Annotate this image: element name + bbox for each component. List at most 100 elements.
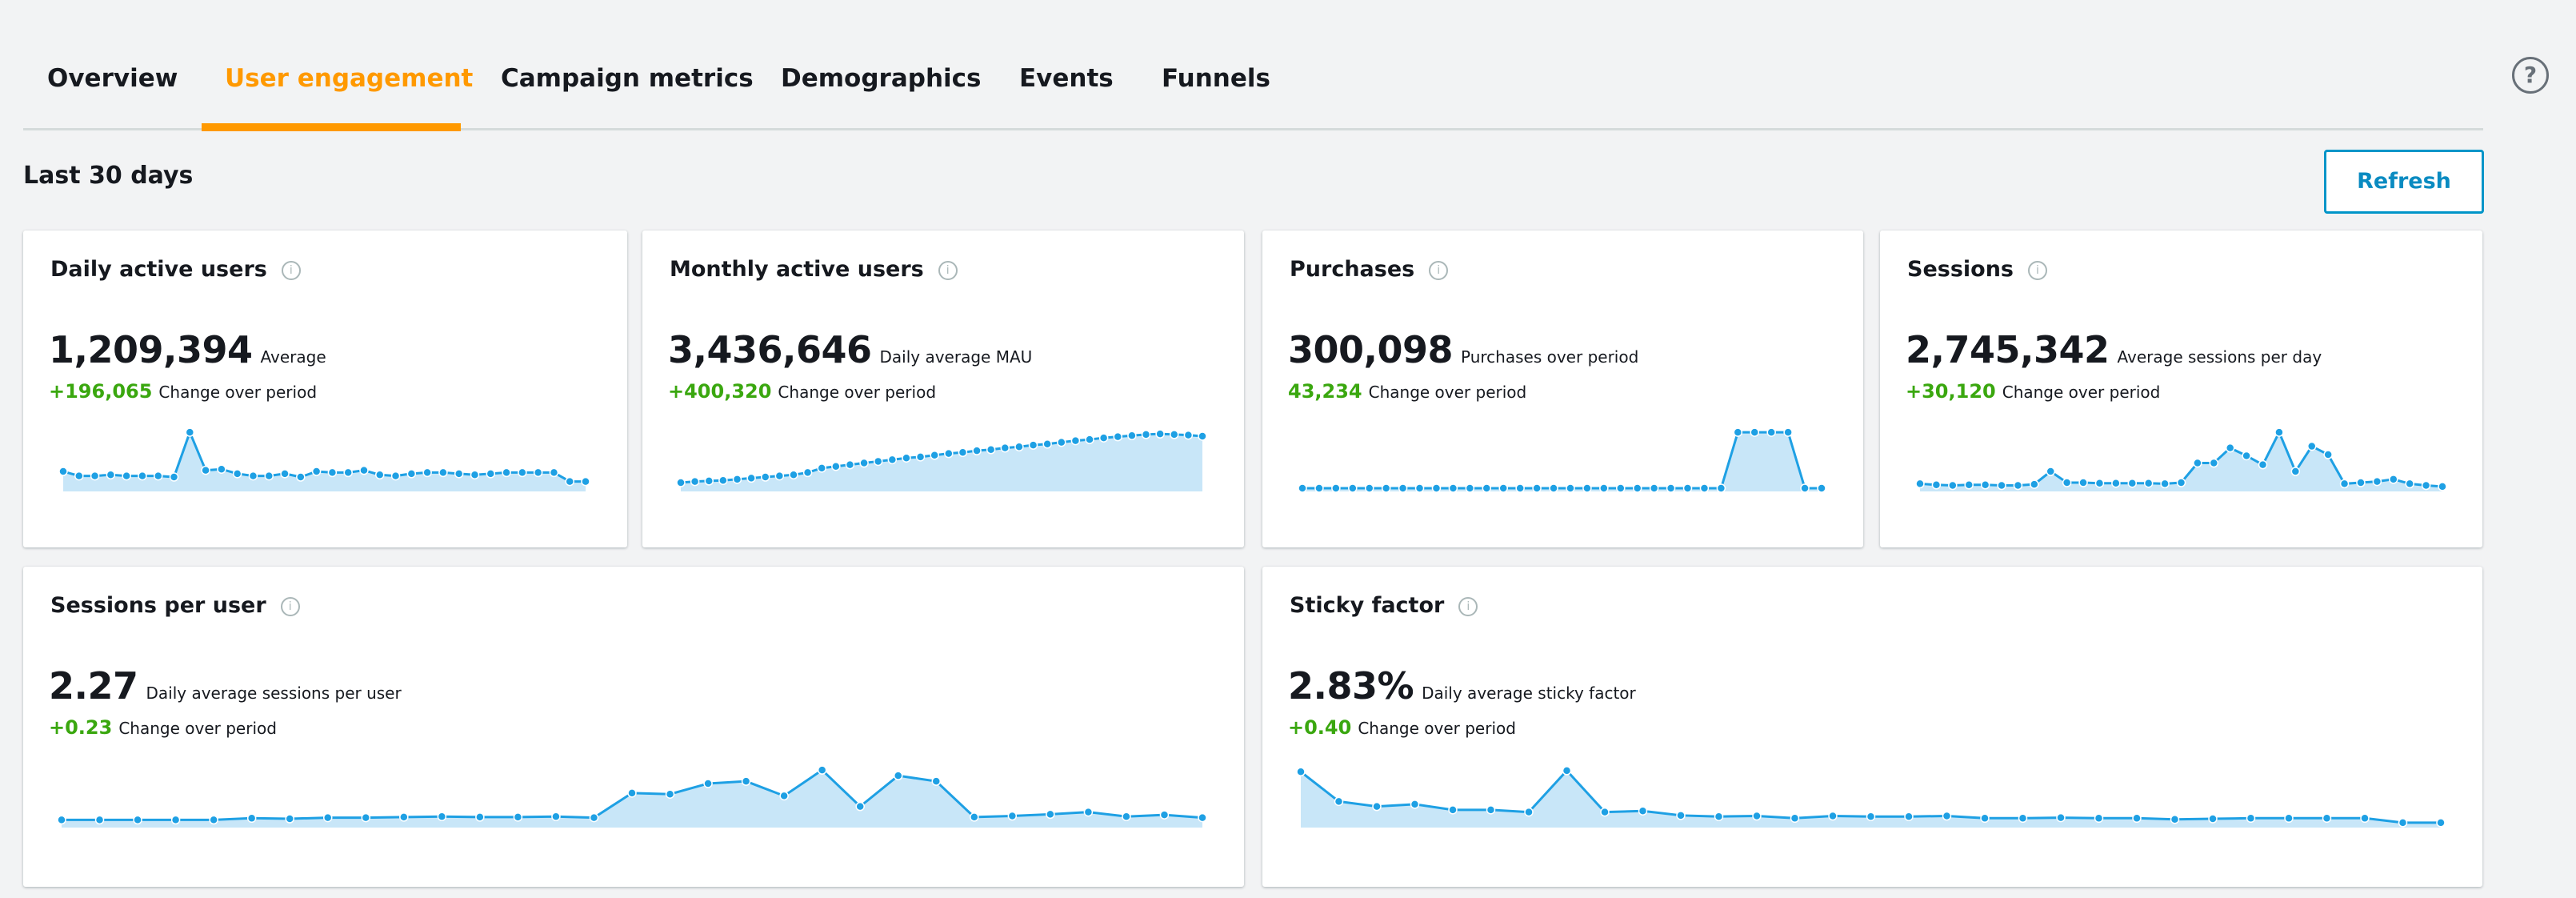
sparkline-point[interactable] — [58, 467, 68, 476]
sparkline-point[interactable] — [1699, 483, 1710, 493]
sparkline-point[interactable] — [1766, 427, 1776, 437]
sparkline-point[interactable] — [1582, 483, 1592, 493]
sparkline-point[interactable] — [1183, 430, 1194, 440]
sparkline-point[interactable] — [1783, 427, 1793, 437]
sparkline-point[interactable] — [930, 450, 939, 460]
tab-demographics[interactable]: Demographics — [781, 64, 982, 93]
sparkline-point[interactable] — [1486, 805, 1496, 815]
tab-overview[interactable]: Overview — [47, 64, 178, 93]
sparkline-point[interactable] — [513, 812, 523, 822]
sparkline-point[interactable] — [2356, 478, 2366, 487]
sparkline-point[interactable] — [533, 467, 543, 478]
sparkline-point[interactable] — [789, 470, 798, 479]
sparkline-point[interactable] — [627, 788, 637, 798]
sparkline-point[interactable] — [475, 812, 485, 822]
sparkline-point[interactable] — [2094, 813, 2104, 824]
sparkline-point[interactable] — [296, 472, 306, 482]
sparkline-point[interactable] — [2160, 479, 2170, 489]
sparkline-point[interactable] — [1532, 483, 1542, 493]
sparkline-point[interactable] — [2307, 441, 2317, 451]
sparkline-point[interactable] — [704, 476, 714, 486]
sparkline-point[interactable] — [438, 467, 448, 478]
sparkline-point[interactable] — [232, 469, 242, 479]
sparkline-point[interactable] — [2339, 479, 2350, 489]
sparkline-point[interactable] — [1381, 483, 1391, 493]
sparkline-point[interactable] — [399, 812, 409, 822]
sparkline-point[interactable] — [1398, 483, 1408, 493]
sparkline-point[interactable] — [1566, 483, 1575, 493]
sparkline-point[interactable] — [170, 815, 181, 825]
sparkline-point[interactable] — [2284, 813, 2294, 824]
sparkline-point[interactable] — [665, 789, 675, 799]
sparkline-point[interactable] — [1666, 483, 1676, 493]
sparkline-point[interactable] — [774, 471, 785, 481]
tab-events[interactable]: Events — [1019, 64, 1114, 93]
sparkline-point[interactable] — [201, 465, 210, 475]
sparkline-point[interactable] — [406, 469, 417, 479]
sparkline-point[interactable] — [2176, 478, 2186, 487]
sparkline-point[interactable] — [893, 771, 903, 780]
sparkline-point[interactable] — [2242, 451, 2251, 461]
sparkline-point[interactable] — [1790, 813, 1800, 824]
sparkline-point[interactable] — [1042, 439, 1052, 449]
sparkline-point[interactable] — [732, 475, 742, 484]
sparkline-point[interactable] — [1980, 813, 1990, 824]
sparkline-point[interactable] — [322, 812, 333, 823]
sparkline-point[interactable] — [1085, 435, 1094, 444]
sparkline-point[interactable] — [94, 815, 105, 825]
sparkline-point[interactable] — [1127, 431, 1137, 441]
sparkline-point[interactable] — [90, 471, 100, 481]
sparkline-point[interactable] — [1828, 811, 1838, 821]
sparkline-point[interactable] — [690, 476, 700, 487]
sparkline-point[interactable] — [1331, 483, 1341, 493]
sparkline-point[interactable] — [311, 467, 322, 476]
sparkline-point[interactable] — [1113, 431, 1123, 442]
sparkline-point[interactable] — [264, 471, 274, 481]
sparkline-point[interactable] — [2290, 467, 2301, 476]
sparkline-point[interactable] — [1448, 483, 1458, 493]
help-icon[interactable]: ? — [2512, 57, 2549, 94]
sparkline-point[interactable] — [1141, 430, 1151, 439]
sparkline-point[interactable] — [1931, 480, 1942, 490]
sparkline-point[interactable] — [2094, 478, 2105, 488]
sparkline-point[interactable] — [1296, 767, 1306, 777]
sparkline-point[interactable] — [1046, 809, 1055, 820]
sparkline-point[interactable] — [2225, 443, 2235, 453]
sparkline-point[interactable] — [1198, 431, 1207, 441]
sparkline-point[interactable] — [565, 476, 574, 487]
sparkline-point[interactable] — [2193, 458, 2202, 468]
sparkline-point[interactable] — [2170, 814, 2180, 824]
sparkline-point[interactable] — [437, 812, 447, 821]
sparkline-point[interactable] — [1616, 483, 1626, 493]
sparkline-point[interactable] — [1562, 766, 1572, 776]
sparkline-point[interactable] — [2018, 813, 2028, 824]
sparkline-point[interactable] — [518, 467, 527, 478]
sparkline-point[interactable] — [1014, 442, 1024, 452]
sparkline-point[interactable] — [2274, 427, 2284, 437]
sparkline-point[interactable] — [2030, 479, 2039, 489]
sparkline-point[interactable] — [246, 813, 257, 824]
sparkline-point[interactable] — [760, 472, 770, 482]
sparkline-point[interactable] — [2246, 813, 2256, 824]
sparkline-point[interactable] — [1122, 812, 1131, 821]
sparkline-point[interactable] — [1410, 800, 1420, 809]
sparkline-point[interactable] — [1915, 479, 1925, 489]
sparkline-point[interactable] — [1866, 812, 1876, 821]
sparkline-point[interactable] — [1817, 483, 1826, 493]
sparkline-point[interactable] — [1549, 483, 1558, 493]
sparkline-point[interactable] — [1098, 433, 1109, 443]
sparkline-point[interactable] — [1733, 427, 1743, 437]
sparkline-point[interactable] — [802, 467, 813, 478]
sparkline-point[interactable] — [887, 455, 898, 465]
info-icon[interactable]: i — [938, 261, 958, 280]
sparkline-point[interactable] — [2389, 475, 2398, 484]
sparkline-point[interactable] — [153, 471, 163, 481]
sparkline-point[interactable] — [57, 815, 66, 825]
sparkline-point[interactable] — [1057, 437, 1066, 447]
sparkline-point[interactable] — [327, 467, 338, 478]
sparkline-point[interactable] — [209, 815, 218, 825]
sparkline-point[interactable] — [817, 765, 827, 775]
tab-user-engagement[interactable]: User engagement — [225, 64, 474, 93]
sparkline-point[interactable] — [581, 476, 590, 487]
sparkline-point[interactable] — [1964, 480, 1974, 490]
